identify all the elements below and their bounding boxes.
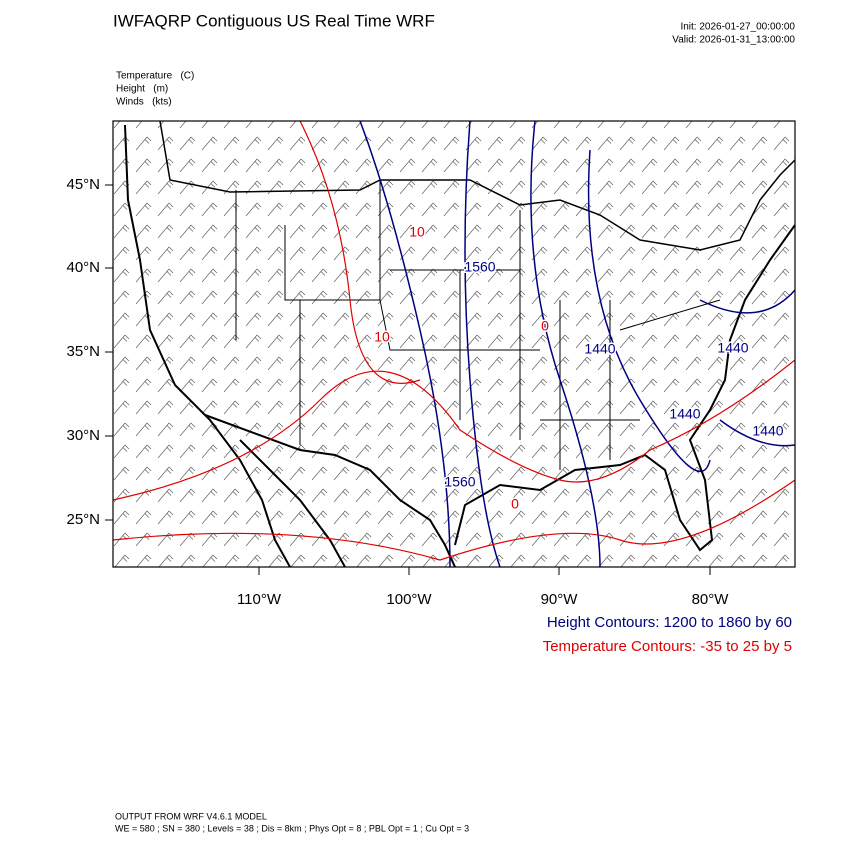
- valid-time: Valid: 2026-01-31_13:00:00: [672, 35, 795, 46]
- lon-label: 110°W: [237, 591, 282, 608]
- temperature-contours: [113, 121, 795, 561]
- lat-label: 30°N: [66, 427, 100, 444]
- field-label: Height (m): [116, 84, 168, 95]
- height-contours: [359, 121, 795, 567]
- field-label: Temperature (C): [116, 71, 194, 82]
- temperature-contour-note: Temperature Contours: -35 to 25 by 5: [543, 638, 792, 655]
- temperature-contour-label: 0: [541, 318, 549, 334]
- temperature-contour-label: 10: [374, 329, 390, 345]
- map-frame: [112, 120, 796, 568]
- lat-label: 35°N: [66, 343, 100, 360]
- lon-label: 90°W: [541, 591, 579, 608]
- wind-barbs: [113, 121, 795, 567]
- lat-label: 45°N: [66, 176, 100, 193]
- lon-label: 80°W: [692, 591, 730, 608]
- temperature-contour-label: 0: [511, 496, 519, 512]
- west-coast: [124, 124, 346, 567]
- lat-label: 25°N: [66, 511, 100, 528]
- height-contour-label: 1560: [464, 259, 495, 275]
- height-contour-label: 1440: [752, 423, 783, 439]
- field-label: Winds (kts): [116, 97, 172, 108]
- temperature-contour-label: 10: [409, 224, 425, 240]
- height-contour-note: Height Contours: 1200 to 1860 by 60: [547, 614, 792, 631]
- height-contour-label: 1440: [717, 340, 748, 356]
- height-contour-label: 1440: [669, 406, 700, 422]
- border-north: [159, 121, 795, 251]
- state-lines: [235, 180, 721, 470]
- init-time: Init: 2026-01-27_00:00:00: [680, 22, 795, 33]
- model-settings: WE = 580 ; SN = 380 ; Levels = 38 ; Dis …: [115, 823, 469, 833]
- field-list: Temperature (C) Height (m) Winds (kts): [116, 71, 194, 108]
- lat-label: 40°N: [66, 259, 100, 276]
- lon-label: 100°W: [386, 591, 432, 608]
- height-contour-label: 1560: [444, 474, 475, 490]
- height-contour-label: 1440: [584, 341, 615, 357]
- gulf-east-coast: [204, 224, 795, 567]
- title: IWFAQRP Contiguous US Real Time WRF: [113, 11, 435, 30]
- map: [113, 121, 795, 567]
- model-note: OUTPUT FROM WRF V4.6.1 MODEL: [115, 811, 267, 821]
